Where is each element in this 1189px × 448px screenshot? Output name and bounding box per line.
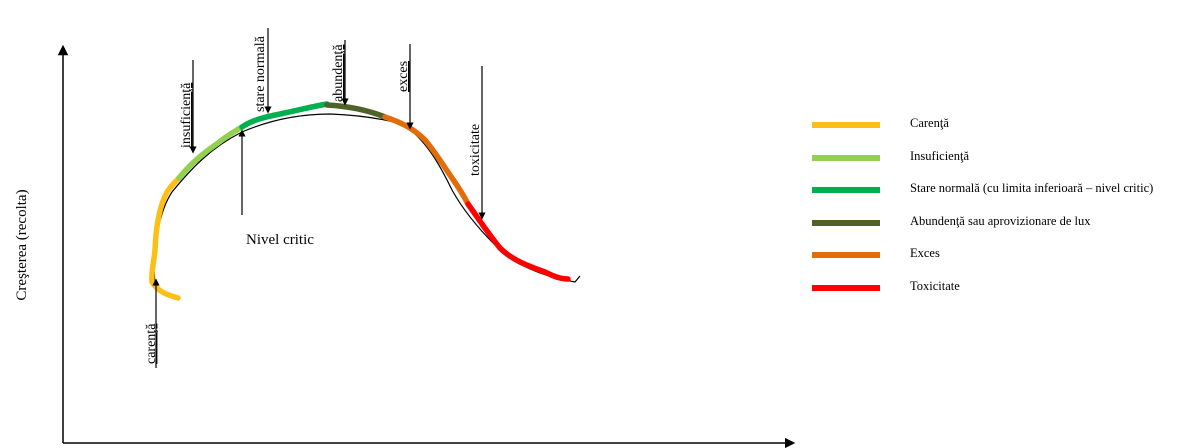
label-abundenta: abundenţă <box>331 44 346 102</box>
curve-segments <box>149 101 571 301</box>
legend-label: Abundenţă sau aprovizionare de lux <box>910 213 1091 228</box>
legend-swatch <box>812 284 880 291</box>
curve-segment-stare-normala <box>239 101 330 130</box>
legend-swatch <box>812 187 880 193</box>
legend-item-exces: Exces <box>812 242 1182 275</box>
curve-segment-toxicitate <box>465 201 571 282</box>
annotation-arrows <box>152 28 486 368</box>
curve-segment-carenta <box>149 175 182 301</box>
legend: Carenţă Insuficienţă Stare normală (cu l… <box>812 112 1182 307</box>
legend-label: Insuficienţă <box>910 148 970 163</box>
legend-item-abundenta: Abundenţă sau aprovizionare de lux <box>812 210 1182 243</box>
label-carenta: carenţă <box>144 323 159 364</box>
label-nivel-critic: Nivel critic <box>246 232 314 248</box>
curve-segment-abundenta <box>324 102 388 120</box>
label-stare-normala: stare normală <box>253 35 268 112</box>
label-insuficienta: insuficienţă <box>179 82 194 148</box>
legend-swatch <box>812 252 880 258</box>
legend-swatch <box>812 122 880 128</box>
legend-item-insuficienta: Insuficienţă <box>812 145 1182 178</box>
legend-swatch <box>812 154 880 161</box>
label-toxicitate: toxicitate <box>468 124 483 176</box>
legend-label: Carenţă <box>910 116 949 130</box>
legend-label: Toxicitate <box>910 278 960 293</box>
legend-item-toxicitate: Toxicitate <box>812 275 1182 308</box>
legend-swatch <box>812 219 880 226</box>
legend-label: Stare normală (cu limita inferioară – ni… <box>910 181 1154 195</box>
curve-segment-insuficienta <box>176 124 245 181</box>
legend-label: Exces <box>910 246 940 260</box>
label-exces: exces <box>396 61 411 92</box>
curve-segment-exces <box>382 114 471 207</box>
legend-item-carenta: Carenţă <box>812 112 1182 145</box>
legend-item-stare-normala: Stare normală (cu limita inferioară – ni… <box>812 177 1182 210</box>
y-axis-title: Creşterea (recolta) <box>14 189 30 300</box>
